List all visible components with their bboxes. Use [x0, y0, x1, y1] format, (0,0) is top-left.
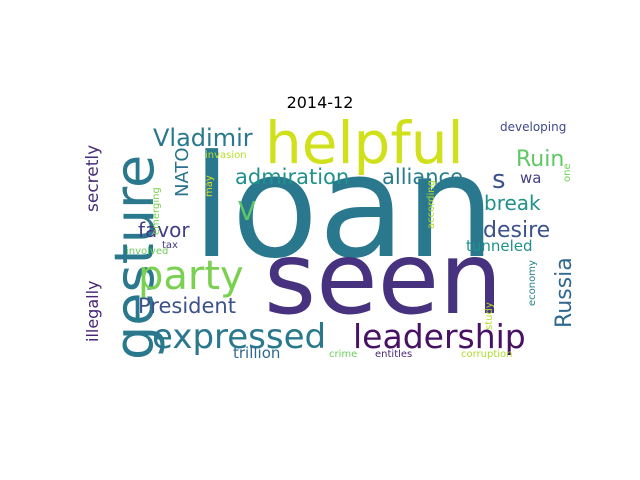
word-alliance: alliance	[382, 165, 463, 189]
word-admiration: admiration	[235, 165, 349, 189]
word-wa: wa	[520, 169, 541, 187]
word-vladimir: Vladimir	[153, 124, 253, 152]
word-one: one	[562, 163, 573, 182]
word-president: President	[138, 294, 236, 318]
word-secretly: secretly	[83, 145, 103, 212]
word-entitles: entitles	[375, 349, 412, 360]
word-gesture: gesture	[103, 155, 166, 360]
word-v: V	[238, 197, 256, 227]
word-study: study	[484, 302, 495, 330]
word-desire: desire	[483, 218, 550, 243]
word-according: according	[426, 180, 437, 229]
word-helpful: helpful	[265, 109, 464, 177]
chart-title: 2014-12	[286, 93, 354, 112]
word-ruin: Ruin	[516, 147, 564, 172]
word-economy: economy	[527, 260, 538, 306]
word-russia: Russia	[552, 257, 577, 328]
word-expressed: expressed	[152, 317, 326, 357]
word-s: s	[492, 165, 506, 195]
word-nato: NATO	[172, 147, 193, 197]
word-developing: developing	[500, 120, 566, 134]
word-break: break	[484, 191, 541, 215]
word-tunneled: tunneled	[466, 237, 533, 255]
word-loan: loan	[192, 125, 495, 290]
word-involved: involved	[126, 246, 168, 257]
word-crime: crime	[329, 349, 357, 360]
word-corruption: corruption	[461, 349, 513, 360]
word-invasion: invasion	[205, 150, 247, 161]
word-emerging: emerging	[151, 187, 162, 235]
word-favor: favor	[138, 218, 190, 242]
word-trillion: trillion	[233, 344, 280, 362]
word-leadership: leadership	[353, 317, 526, 356]
word-illegally: illegally	[83, 281, 102, 343]
word-seen: seen	[264, 220, 503, 337]
word-may: may	[204, 175, 215, 197]
word-tax: tax	[162, 240, 178, 251]
word-party: party	[138, 253, 244, 299]
